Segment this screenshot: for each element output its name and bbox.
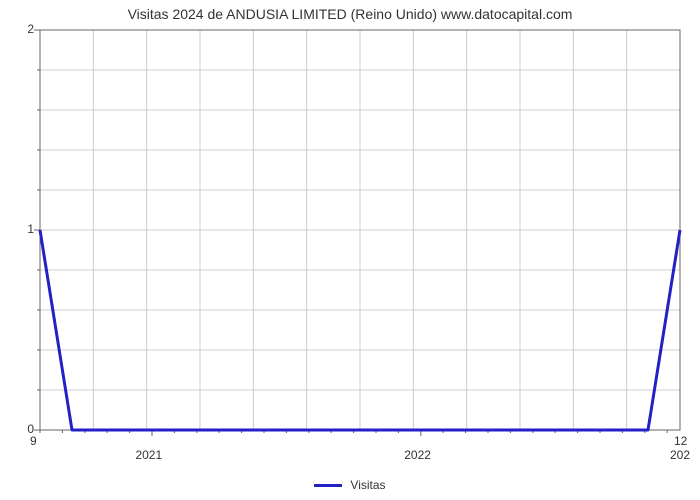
corner-bottom-right: 12 <box>674 434 687 448</box>
x-tick-2: 202 <box>670 448 690 462</box>
x-tick-0: 2021 <box>135 448 162 462</box>
x-tick-1: 2022 <box>404 448 431 462</box>
chart-title: Visitas 2024 de ANDUSIA LIMITED (Reino U… <box>0 6 700 22</box>
chart-svg <box>40 30 680 430</box>
legend-label: Visitas <box>350 478 385 492</box>
corner-bottom-left: 9 <box>30 434 37 448</box>
legend: Visitas <box>0 478 700 492</box>
y-tick-2: 2 <box>4 22 34 36</box>
y-tick-1: 1 <box>4 222 34 236</box>
legend-swatch <box>314 484 342 487</box>
plot-area <box>40 30 680 430</box>
